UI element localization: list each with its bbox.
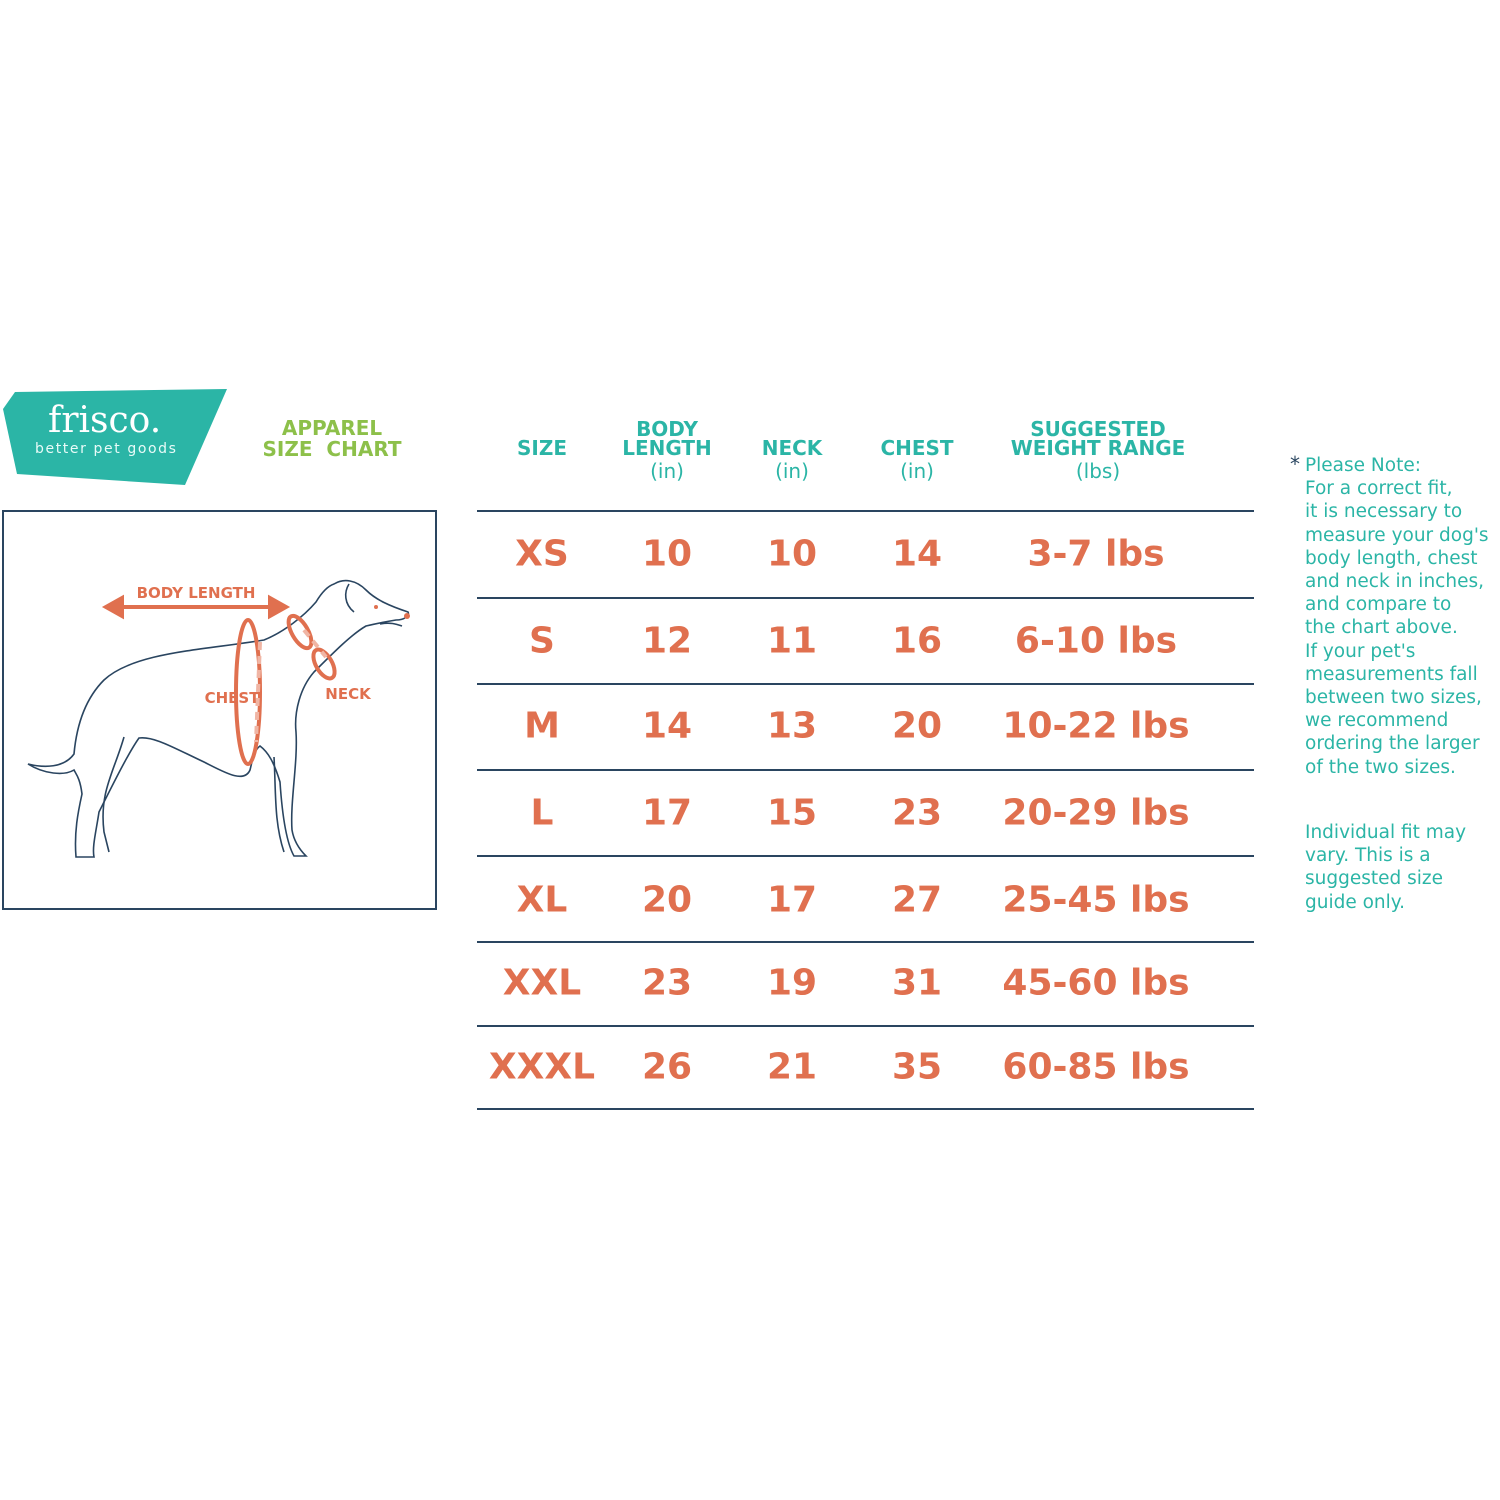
cell-chest: 27 xyxy=(891,879,943,921)
row-divider xyxy=(477,683,1254,685)
dog-measurement-diagram: BODY LENGTH CHEST NECK xyxy=(2,510,437,910)
cell-chest: 35 xyxy=(891,1046,943,1088)
header-neck: NECK (in) xyxy=(761,436,823,483)
cell-neck: 21 xyxy=(766,1046,818,1088)
cell-body-length: 26 xyxy=(641,1046,693,1088)
title-line: SIZE CHART xyxy=(262,437,402,461)
row-divider xyxy=(477,597,1254,599)
row-divider xyxy=(477,769,1254,771)
row-divider xyxy=(477,510,1254,512)
row-divider xyxy=(477,1025,1254,1027)
cell-neck: 19 xyxy=(766,962,818,1004)
cell-body-length: 20 xyxy=(641,879,693,921)
cell-weight: 20-29 lbs xyxy=(1002,792,1190,834)
neck-label: NECK xyxy=(325,685,372,703)
cell-weight: 25-45 lbs xyxy=(1002,879,1190,921)
cell-size: XXXL xyxy=(488,1046,596,1088)
cell-body-length: 10 xyxy=(641,533,693,575)
cell-chest: 31 xyxy=(891,962,943,1004)
please-note-text: Please Note: For a correct fit, it is ne… xyxy=(1305,455,1489,778)
body-length-label: BODY LENGTH xyxy=(137,584,256,602)
header-size: SIZE xyxy=(516,436,568,460)
frisco-logo-badge xyxy=(3,389,227,485)
brand-name: frisco. xyxy=(48,400,162,441)
header-weight-range: SUGGESTED WEIGHT RANGE (lbs) xyxy=(1010,417,1186,483)
cell-weight: 45-60 lbs xyxy=(1002,962,1190,1004)
cell-weight: 10-22 lbs xyxy=(1002,705,1190,747)
cell-neck: 10 xyxy=(766,533,818,575)
cell-body-length: 14 xyxy=(641,705,693,747)
cell-weight: 60-85 lbs xyxy=(1002,1046,1190,1088)
chart-title: APPAREL SIZE CHART xyxy=(262,418,402,460)
note-asterisk: * xyxy=(1290,452,1300,476)
disclaimer-text: Individual fit may vary. This is a sugge… xyxy=(1305,822,1467,913)
brand-tagline: better pet goods xyxy=(35,441,178,457)
cell-size: XS xyxy=(515,533,569,575)
cell-weight: 3-7 lbs xyxy=(1027,533,1165,575)
cell-size: XL xyxy=(516,879,568,921)
cell-chest: 20 xyxy=(891,705,943,747)
cell-size: S xyxy=(529,620,555,662)
chest-label: CHEST xyxy=(205,689,261,707)
row-divider xyxy=(477,941,1254,943)
cell-weight: 6-10 lbs xyxy=(1014,620,1178,662)
cell-size: L xyxy=(530,792,554,834)
cell-body-length: 17 xyxy=(641,792,693,834)
cell-chest: 14 xyxy=(891,533,943,575)
cell-body-length: 12 xyxy=(641,620,693,662)
cell-neck: 11 xyxy=(766,620,818,662)
cell-size: XXL xyxy=(502,962,582,1004)
cell-neck: 15 xyxy=(766,792,818,834)
cell-size: M xyxy=(524,705,560,747)
cell-neck: 13 xyxy=(766,705,818,747)
row-divider xyxy=(477,855,1254,857)
cell-neck: 17 xyxy=(766,879,818,921)
row-divider xyxy=(477,1108,1254,1110)
header-chest: CHEST (in) xyxy=(880,436,954,483)
cell-chest: 23 xyxy=(891,792,943,834)
title-line: APPAREL xyxy=(281,416,383,440)
header-body-length: BODY LENGTH (in) xyxy=(622,417,712,483)
cell-body-length: 23 xyxy=(641,962,693,1004)
dog-illustration: BODY LENGTH CHEST NECK xyxy=(27,579,410,858)
cell-chest: 16 xyxy=(891,620,943,662)
